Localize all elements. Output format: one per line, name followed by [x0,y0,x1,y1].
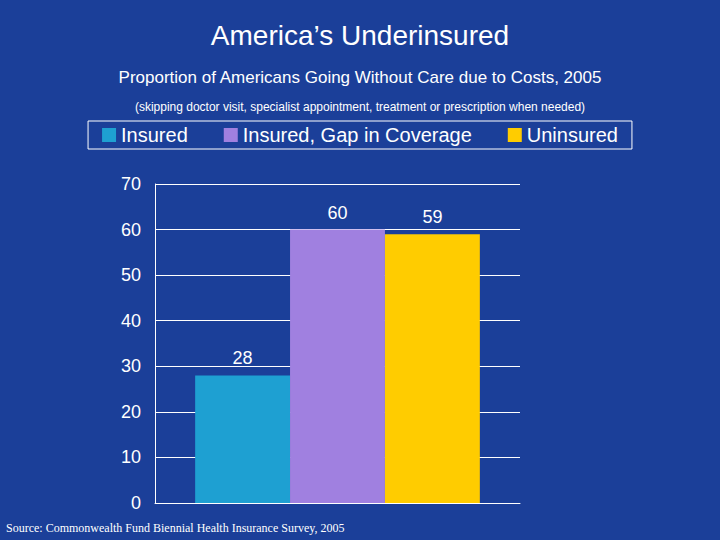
svg-text:40: 40 [121,311,141,331]
svg-text:70: 70 [121,174,141,194]
svg-text:0: 0 [131,493,141,513]
svg-text:28: 28 [233,348,253,368]
svg-text:30: 30 [121,356,141,376]
svg-text:50: 50 [121,265,141,285]
svg-text:Insured, Gap in Coverage: Insured, Gap in Coverage [243,124,472,146]
svg-text:10: 10 [121,447,141,467]
svg-text:60: 60 [121,220,141,240]
svg-text:60: 60 [327,203,347,223]
svg-text:Uninsured: Uninsured [527,124,618,146]
svg-text:Insured: Insured [121,124,188,146]
svg-text:America’s Underinsured: America’s Underinsured [211,20,509,51]
svg-text:(skipping doctor visit, specia: (skipping doctor visit, specialist appoi… [135,100,585,114]
svg-text:59: 59 [422,207,442,227]
svg-text:20: 20 [121,402,141,422]
svg-text:Source: Commonwealth Fund Bien: Source: Commonwealth Fund Biennial Healt… [6,521,345,535]
svg-text:Proportion of Americans Going: Proportion of Americans Going Without Ca… [119,68,602,87]
